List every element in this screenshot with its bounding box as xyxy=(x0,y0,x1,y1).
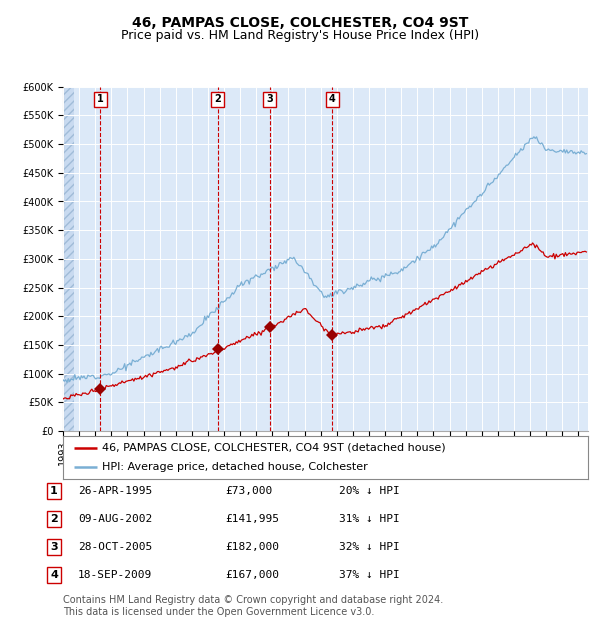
Text: 31% ↓ HPI: 31% ↓ HPI xyxy=(339,514,400,524)
Text: 4: 4 xyxy=(329,94,335,104)
Text: 32% ↓ HPI: 32% ↓ HPI xyxy=(339,542,400,552)
Text: 28-OCT-2005: 28-OCT-2005 xyxy=(78,542,152,552)
Text: 37% ↓ HPI: 37% ↓ HPI xyxy=(339,570,400,580)
Text: £182,000: £182,000 xyxy=(225,542,279,552)
Text: 1: 1 xyxy=(97,94,104,104)
Text: 20% ↓ HPI: 20% ↓ HPI xyxy=(339,486,400,496)
Text: Contains HM Land Registry data © Crown copyright and database right 2024.
This d: Contains HM Land Registry data © Crown c… xyxy=(63,595,443,617)
Text: 26-APR-1995: 26-APR-1995 xyxy=(78,486,152,496)
Text: 46, PAMPAS CLOSE, COLCHESTER, CO4 9ST (detached house): 46, PAMPAS CLOSE, COLCHESTER, CO4 9ST (d… xyxy=(103,443,446,453)
Text: £141,995: £141,995 xyxy=(225,514,279,524)
Text: 3: 3 xyxy=(266,94,273,104)
Text: 4: 4 xyxy=(50,570,58,580)
Text: 18-SEP-2009: 18-SEP-2009 xyxy=(78,570,152,580)
Text: 2: 2 xyxy=(50,514,58,524)
Text: Price paid vs. HM Land Registry's House Price Index (HPI): Price paid vs. HM Land Registry's House … xyxy=(121,29,479,42)
Text: 2: 2 xyxy=(214,94,221,104)
Text: HPI: Average price, detached house, Colchester: HPI: Average price, detached house, Colc… xyxy=(103,463,368,472)
Text: £73,000: £73,000 xyxy=(225,486,272,496)
Text: 3: 3 xyxy=(50,542,58,552)
Text: 1: 1 xyxy=(50,486,58,496)
Text: 09-AUG-2002: 09-AUG-2002 xyxy=(78,514,152,524)
Text: 46, PAMPAS CLOSE, COLCHESTER, CO4 9ST: 46, PAMPAS CLOSE, COLCHESTER, CO4 9ST xyxy=(132,16,468,30)
Bar xyxy=(63,87,74,431)
Text: £167,000: £167,000 xyxy=(225,570,279,580)
